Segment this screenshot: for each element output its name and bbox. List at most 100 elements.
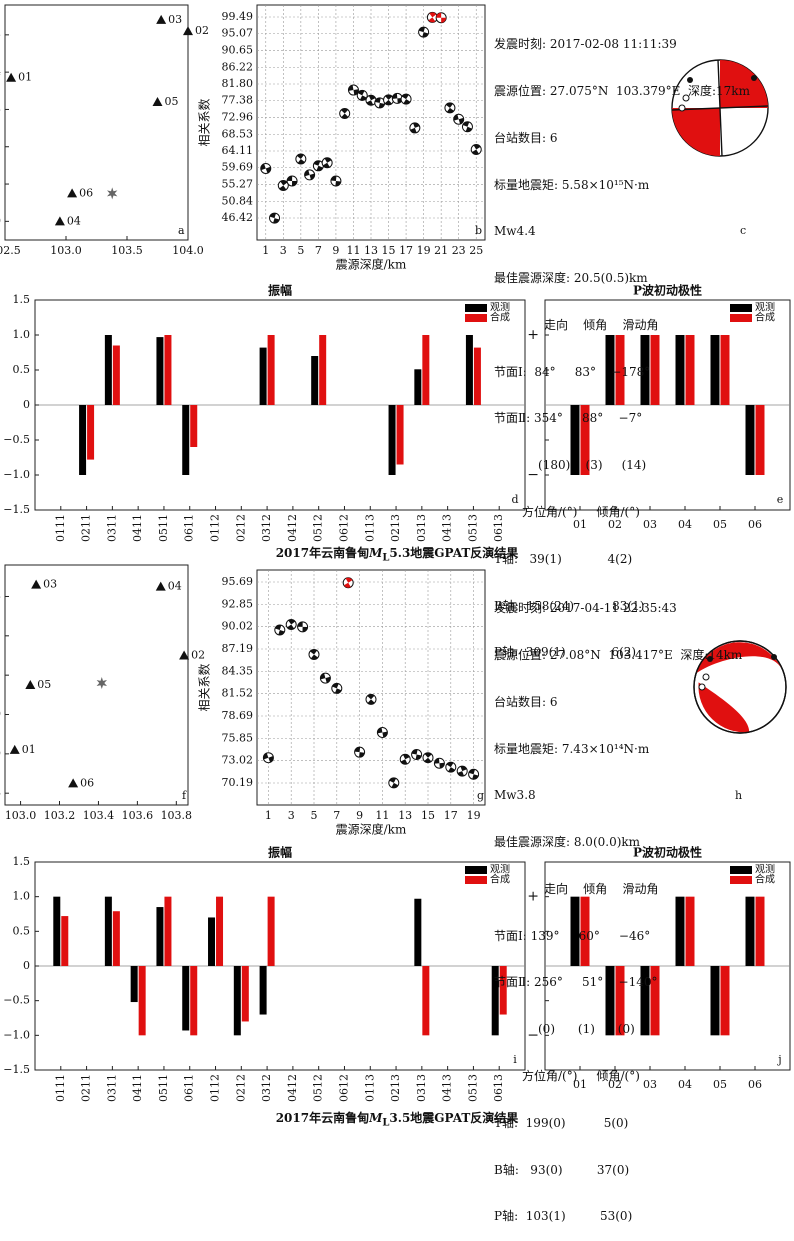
- beachball-quadrant: [334, 688, 342, 694]
- legend-swatch: [465, 866, 487, 874]
- x-tick-label: 01: [573, 1078, 587, 1091]
- figure2-caption: 2017年云南鲁甸ML3.5地震GPAT反演结果: [0, 1109, 794, 1128]
- beachball-quadrant: [473, 144, 481, 150]
- beachball-quadrant: [411, 749, 418, 755]
- x-tick-label: 0413: [441, 1074, 454, 1102]
- y-tick-label: 87.19: [222, 642, 254, 655]
- focal-outline: [693, 640, 787, 734]
- y-tick-label: 95.69: [222, 575, 254, 588]
- x-tick-label: 0612: [337, 1074, 350, 1102]
- beachball-quadrant: [310, 654, 318, 660]
- x-tick-label: 17: [444, 809, 458, 822]
- x-tick-label: 0211: [80, 514, 93, 542]
- legend-label: 合成: [490, 311, 510, 324]
- x-tick-label: 13: [398, 809, 412, 822]
- station-label: 06: [80, 776, 94, 789]
- station-label: 06: [79, 186, 93, 199]
- y-tick-label: −1.5: [3, 1063, 30, 1076]
- beachball-quadrant: [324, 157, 332, 163]
- nodal-plane-1: 节面Ⅰ: 139° 60° −46°: [494, 928, 651, 943]
- map-frame: [4, 564, 189, 806]
- nodal-plane-errors: (0) (1) (0): [538, 1022, 635, 1037]
- station-count: 台站数目: 6: [494, 130, 558, 145]
- x-tick-label: 05: [713, 1078, 727, 1091]
- bar-synthetic: [112, 345, 120, 405]
- legend-swatch: [730, 866, 752, 874]
- caption-suffix: 5.3地震GPAT反演结果: [389, 546, 519, 560]
- caption-mag: M: [369, 1111, 383, 1125]
- y-tick-label: 27.2: [0, 140, 1, 153]
- scan-frame: [256, 569, 486, 806]
- y-tick-label: 81.52: [222, 687, 254, 700]
- origin-time: 发震时刻: 2017-04-11 22:35:43: [494, 601, 677, 616]
- y-tick-label: −1.0: [3, 1028, 30, 1041]
- station-triangle: [152, 96, 163, 106]
- chart-title: P波初动极性: [633, 283, 702, 298]
- x-tick-label: 103.2: [44, 809, 76, 822]
- p-axis: P轴: 103(1) 53(0): [494, 1209, 633, 1224]
- bar-synthetic: [422, 335, 430, 405]
- moment-magnitude: Mw3.8: [494, 788, 536, 803]
- x-tick-label: 0513: [466, 1074, 479, 1102]
- beachball-quadrant: [368, 95, 376, 101]
- x-tick-label: 0212: [234, 514, 247, 542]
- x-tick-label: 103.0: [5, 809, 37, 822]
- bar-synthetic: [190, 966, 198, 1036]
- station-triangle: [68, 778, 79, 788]
- bar-observed: [710, 335, 720, 405]
- y-tick-label: 1.5: [13, 855, 31, 868]
- y-tick-label: 1.0: [13, 890, 31, 903]
- beachball-quadrant: [297, 158, 305, 164]
- bar-synthetic: [499, 966, 507, 1015]
- beachball-quadrant: [366, 100, 374, 106]
- bar-synthetic: [685, 896, 695, 966]
- x-tick-label: 03: [643, 1078, 657, 1091]
- x-tick-label: 0111: [54, 514, 67, 542]
- bar-observed: [745, 896, 755, 966]
- beachball-quadrant: [453, 114, 459, 121]
- caption-suffix: 3.5地震GPAT反演结果: [389, 1111, 519, 1125]
- bar-synthetic: [319, 335, 327, 405]
- station-triangle: [6, 72, 17, 82]
- y-tick-label: −1.5: [3, 503, 30, 516]
- legend-label: 合成: [490, 873, 510, 886]
- nodal-plane-header: 走向 倾角 滑动角: [544, 881, 659, 896]
- beachball-quadrant: [389, 777, 397, 783]
- bar-observed: [182, 966, 190, 1031]
- beachball-quadrant: [391, 782, 399, 788]
- y-tick-label: 1.0: [13, 328, 31, 341]
- polarity-up: [771, 654, 777, 660]
- bar-observed: [259, 966, 267, 1015]
- beachball-quadrant: [313, 160, 321, 166]
- x-tick-label: 19: [417, 244, 431, 257]
- beachball-quadrant: [400, 759, 408, 765]
- beachball-quadrant: [445, 102, 453, 108]
- y-tick-label: 27.1: [0, 668, 1, 681]
- bar-synthetic: [755, 896, 765, 966]
- x-tick-label: 0313: [415, 514, 428, 542]
- scalar-moment: 标量地震矩: 7.43×10¹⁴N·m: [494, 741, 650, 756]
- station-label: 03: [43, 578, 57, 591]
- y-tick-label: −1.0: [3, 468, 30, 481]
- beachball-quadrant: [291, 180, 298, 186]
- station-label: 02: [191, 648, 205, 661]
- bar-synthetic: [241, 966, 249, 1022]
- x-tick-label: 0313: [415, 1074, 428, 1102]
- legend-swatch: [730, 304, 752, 312]
- bar-observed: [640, 335, 650, 405]
- x-tick-label: 19: [467, 809, 481, 822]
- bar-synthetic: [190, 405, 198, 447]
- panel-label: a: [178, 224, 185, 237]
- y-tick-label: 27.1: [0, 177, 1, 190]
- polarity-down: [682, 94, 690, 102]
- nodal-plane-header: 走向 倾角 滑动角: [544, 317, 659, 332]
- beachball-quadrant: [269, 213, 276, 219]
- station-label: 02: [195, 24, 209, 37]
- bar-synthetic: [396, 405, 404, 465]
- bar-observed: [465, 335, 473, 405]
- beachball-quadrant: [275, 625, 282, 631]
- station-triangle: [183, 26, 193, 36]
- polarity-minus-label: −: [527, 467, 539, 483]
- x-tick-label: 1: [265, 809, 272, 822]
- beachball-quadrant: [418, 27, 425, 33]
